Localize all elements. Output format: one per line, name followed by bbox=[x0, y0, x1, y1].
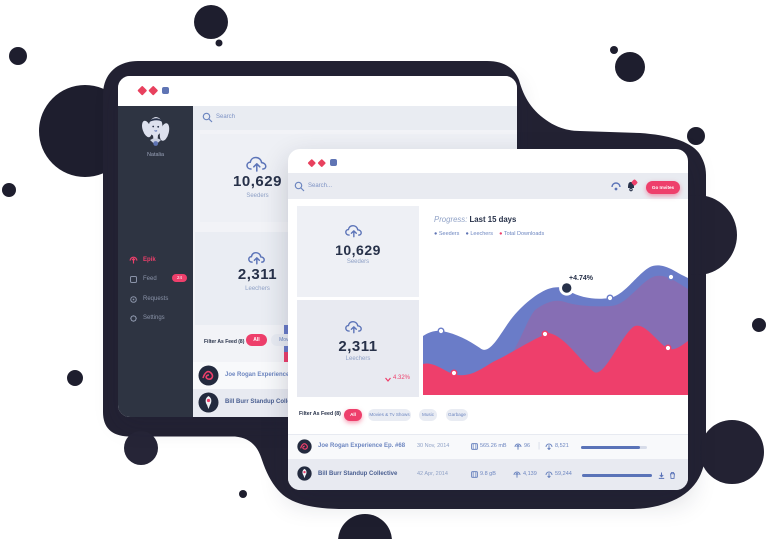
svg-text:+4.74%: +4.74% bbox=[569, 275, 594, 282]
